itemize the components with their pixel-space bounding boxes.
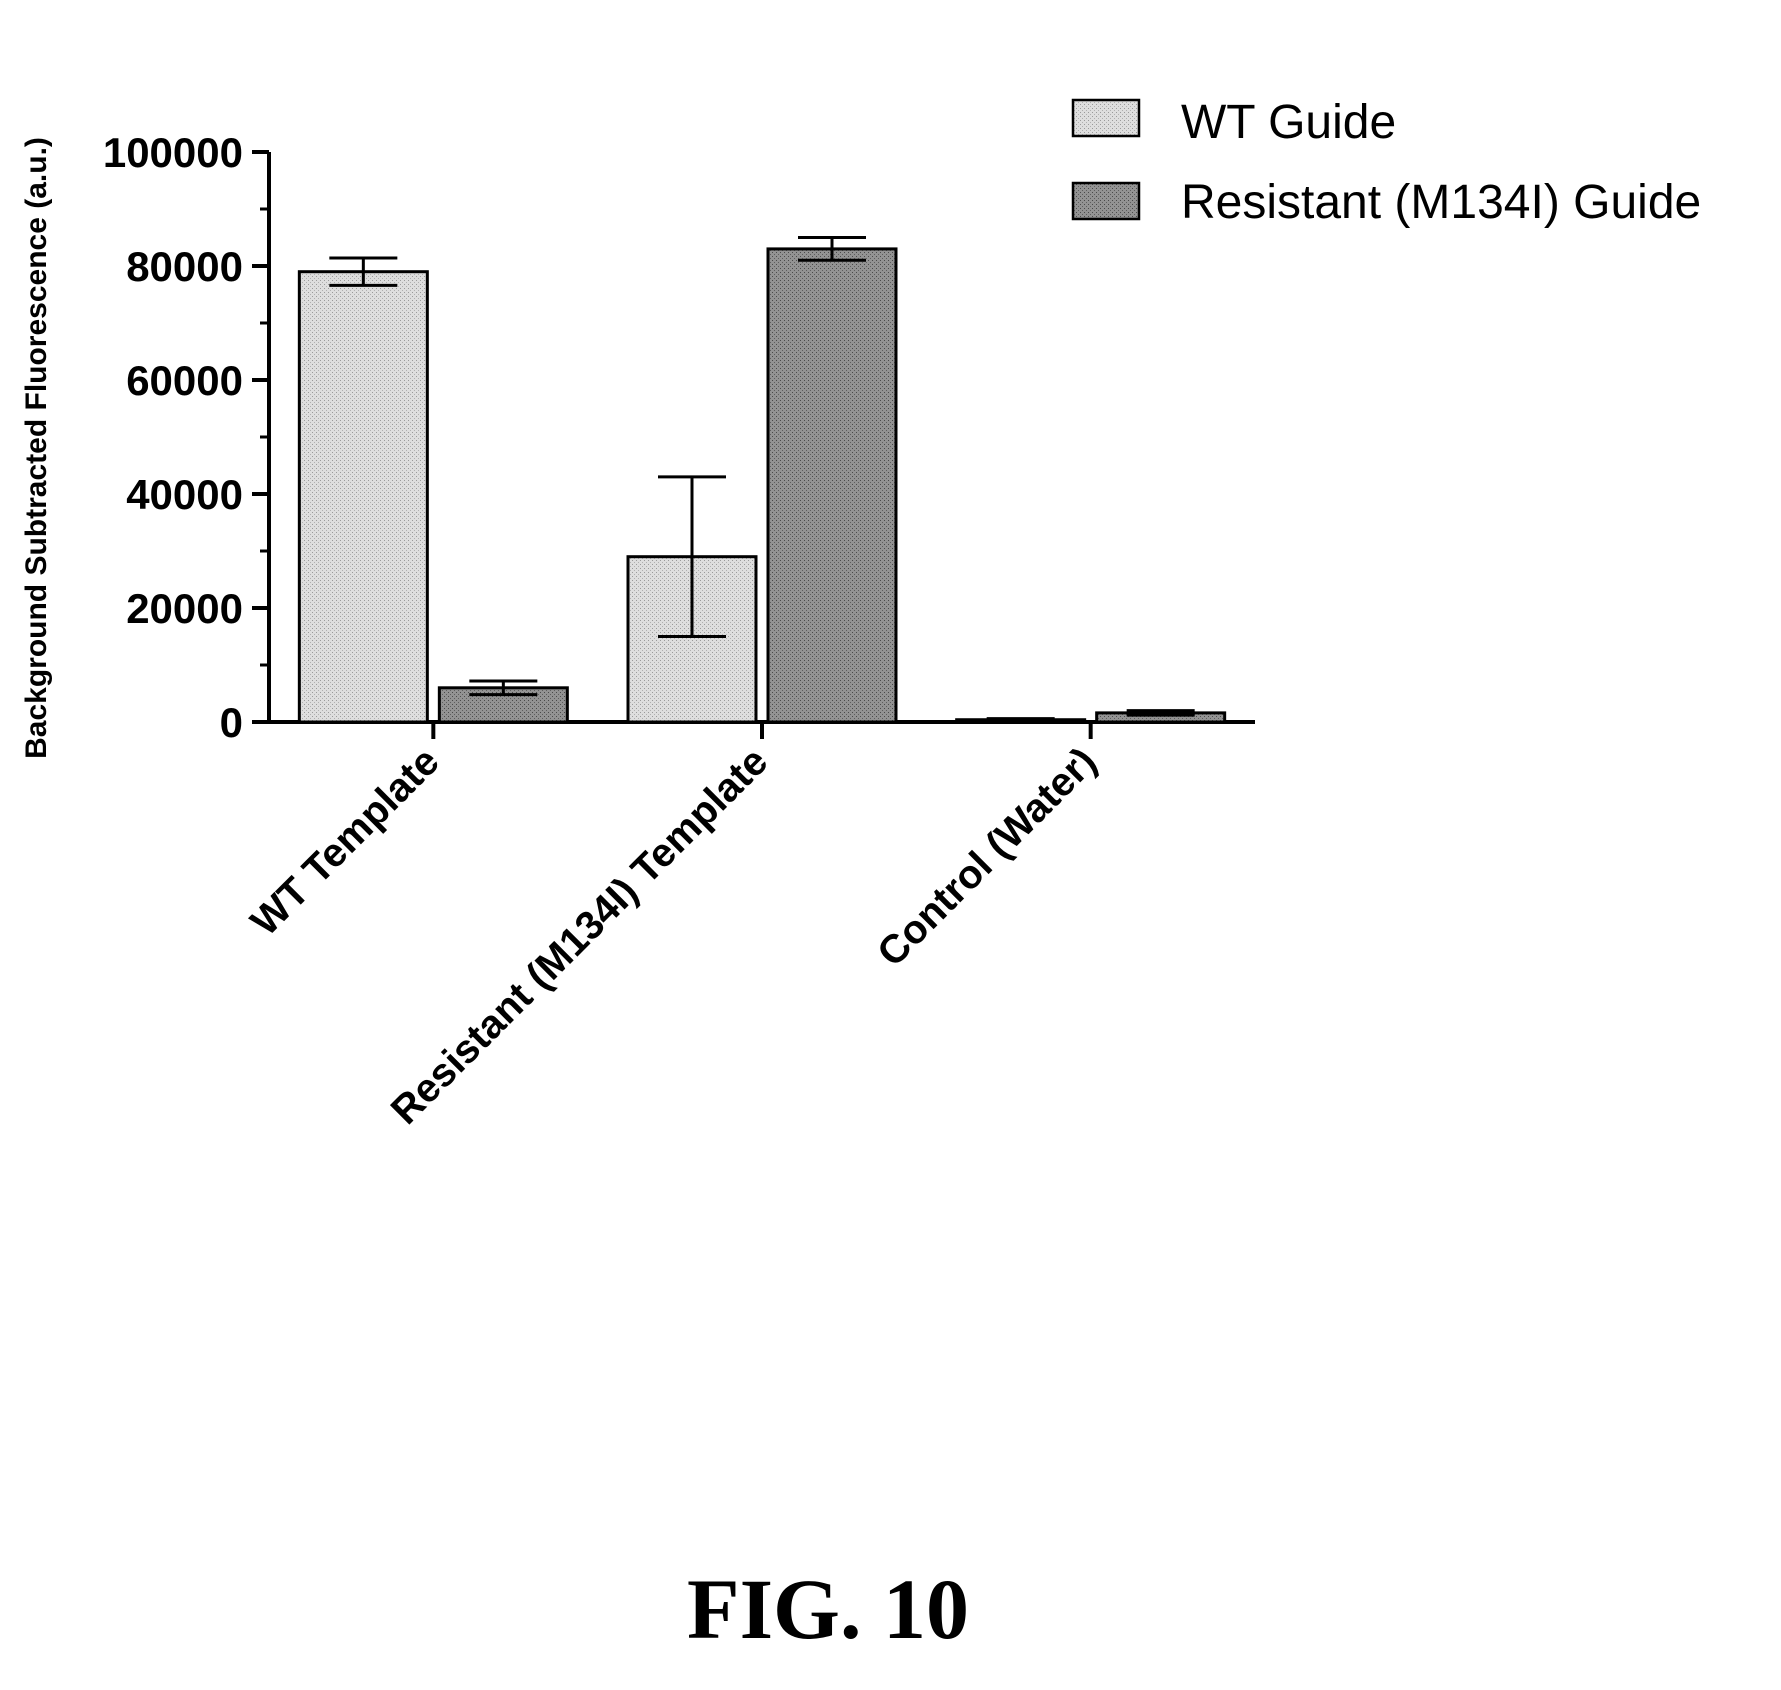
legend-swatch-wt-guide xyxy=(1071,98,1141,138)
bar xyxy=(766,247,898,724)
y-tick-label: 100000 xyxy=(103,129,243,176)
y-axis: 0 20000 40000 60000 80000 100000 xyxy=(103,129,271,746)
x-tick-label: Resistant (M134I) Template xyxy=(383,739,777,1133)
x-tick-label: Control (Water) xyxy=(869,739,1105,975)
y-tick-label: 20000 xyxy=(126,585,243,632)
y-tick-label: 0 xyxy=(220,699,243,746)
legend: WT Guide Resistant (M134I) Guide xyxy=(1071,96,1701,229)
bar xyxy=(297,270,429,724)
figure-caption: FIG. 10 xyxy=(687,1561,969,1657)
x-tick-label: WT Template xyxy=(243,739,448,944)
y-tick-label: 80000 xyxy=(126,243,243,290)
legend-label-wt-guide: WT Guide xyxy=(1181,96,1396,149)
legend-swatch-resistant-guide xyxy=(1071,181,1141,221)
error-bars xyxy=(329,236,1195,723)
legend-label-resistant-guide: Resistant (M134I) Guide xyxy=(1181,176,1701,229)
bar xyxy=(437,686,569,724)
bars xyxy=(297,247,1227,724)
y-axis-title: Background Subtracted Fluorescence (a.u.… xyxy=(20,137,53,759)
y-tick-label: 60000 xyxy=(126,357,243,404)
y-tick-label: 40000 xyxy=(126,471,243,518)
